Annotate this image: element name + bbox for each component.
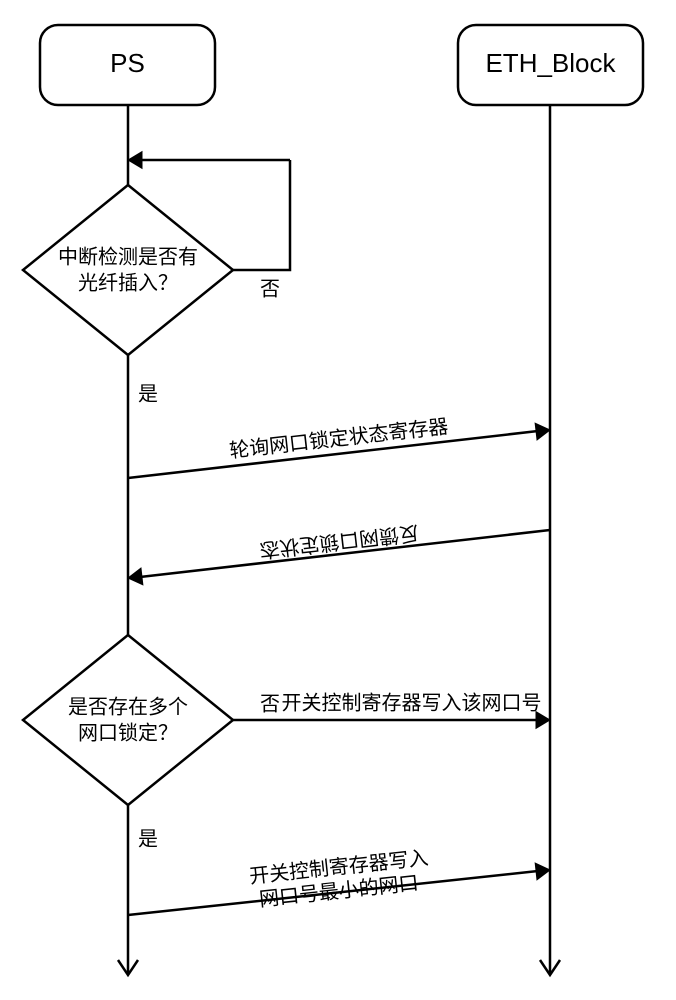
participant-eth-label: ETH_Block (485, 48, 616, 78)
msg-feedback-label: 反馈网口锁定状态 (258, 521, 420, 562)
loopback-arrowhead (128, 152, 142, 169)
msg-poll-arrowhead (535, 423, 550, 440)
decision-multiple-line2: 网口锁定？ (78, 721, 178, 744)
decision-fiber-yes: 是 (138, 383, 158, 405)
decision-fiber-line2: 光纤插入？ (78, 271, 178, 294)
decision1-no-connector (233, 160, 290, 270)
msg-poll-label: 轮询网口锁定状态寄存器 (228, 415, 449, 463)
decision-fiber-line1: 中断检测是否有 (58, 245, 198, 268)
msg-write-min-arrowhead (535, 863, 550, 880)
msg-write-port-label: 开关控制寄存器写入该网口号 (282, 691, 542, 714)
decision-fiber-inserted (23, 185, 233, 355)
participant-ps-label: PS (110, 48, 145, 78)
decision-fiber-no: 否 (260, 278, 280, 300)
decision-multiple-no: 否 (260, 693, 280, 715)
sequence-diagram: PS ETH_Block 中断检测是否有 光纤插入？ 是 否 轮询网口锁定状态寄… (0, 0, 676, 1000)
msg-feedback-arrowhead (128, 568, 143, 585)
decision-multiple-yes: 是 (138, 828, 158, 850)
decision-multiple-line1: 是否存在多个 (68, 695, 188, 718)
decision-multiple-locked (23, 635, 233, 805)
